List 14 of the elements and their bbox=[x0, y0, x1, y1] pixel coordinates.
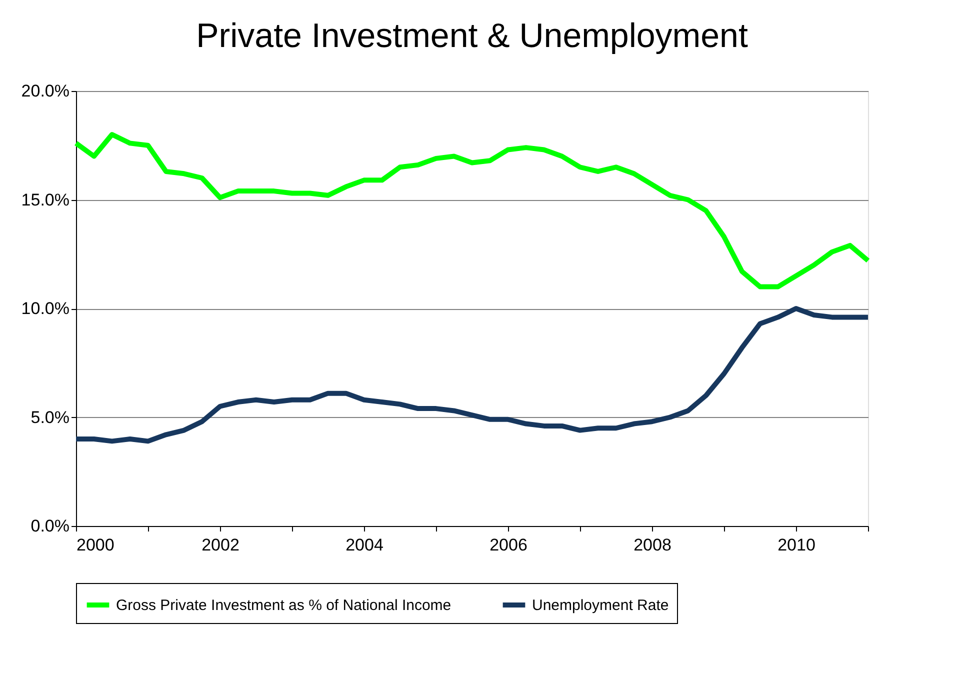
x-tick-label: 2000 bbox=[76, 536, 114, 554]
y-tick-label: 10.0% bbox=[21, 299, 70, 318]
x-tick-label: 2008 bbox=[634, 536, 672, 554]
x-tick-label: 2004 bbox=[346, 536, 384, 554]
y-tick-label: 0.0% bbox=[30, 516, 70, 536]
y-tick-label: 15.0% bbox=[21, 190, 70, 210]
x-tick-label: 2002 bbox=[202, 536, 240, 554]
y-tick-label: 5.0% bbox=[30, 408, 70, 427]
legend-label: Unemployment Rate bbox=[532, 597, 669, 614]
y-tick-label: 20.0% bbox=[21, 82, 70, 100]
x-tick-label: 2010 bbox=[778, 536, 816, 554]
x-tick-label: 2006 bbox=[490, 536, 528, 554]
chart-title: Private Investment & Unemployment bbox=[196, 17, 748, 55]
legend-label: Gross Private Investment as % of National Income bbox=[116, 597, 452, 614]
